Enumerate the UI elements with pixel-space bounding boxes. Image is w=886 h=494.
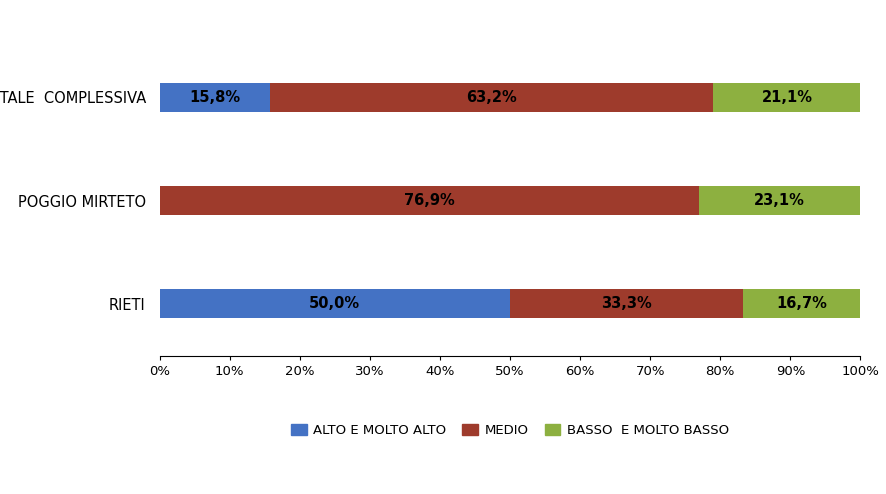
Bar <box>159 186 698 215</box>
Bar <box>712 82 860 112</box>
Bar <box>159 289 509 319</box>
Bar <box>742 289 859 319</box>
Text: 21,1%: 21,1% <box>761 89 812 105</box>
Text: 50,0%: 50,0% <box>309 296 360 311</box>
Bar <box>159 82 270 112</box>
Text: 76,9%: 76,9% <box>403 193 454 208</box>
Bar <box>698 186 859 215</box>
Text: 15,8%: 15,8% <box>190 89 240 105</box>
Bar <box>509 289 742 319</box>
Text: 63,2%: 63,2% <box>466 89 517 105</box>
Text: 23,1%: 23,1% <box>753 193 804 208</box>
Text: 33,3%: 33,3% <box>601 296 651 311</box>
Legend: ALTO E MOLTO ALTO, MEDIO, BASSO  E MOLTO BASSO: ALTO E MOLTO ALTO, MEDIO, BASSO E MOLTO … <box>285 418 734 442</box>
Bar <box>270 82 712 112</box>
Text: 16,7%: 16,7% <box>775 296 827 311</box>
